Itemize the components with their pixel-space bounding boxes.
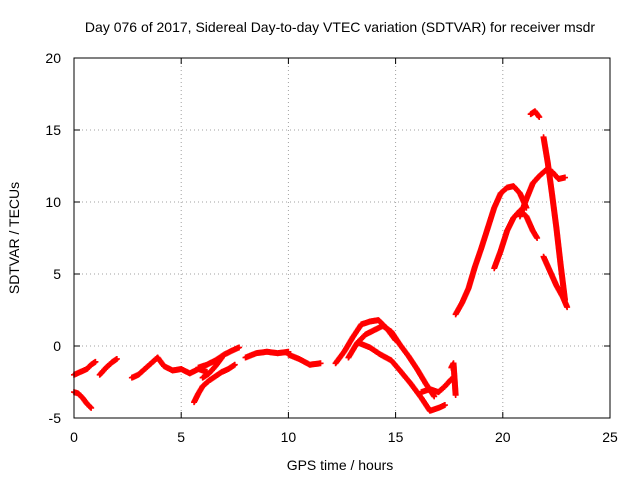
data-point: [88, 404, 95, 411]
x-tick-label: 0: [70, 429, 78, 445]
x-tick-label: 15: [388, 429, 404, 445]
data-point: [561, 174, 568, 181]
series-arc-17: [516, 167, 568, 220]
x-tick-label: 25: [602, 429, 618, 445]
series-arc-14: [448, 360, 459, 398]
series-arc-7: [199, 354, 225, 381]
series-arc-1: [71, 358, 99, 378]
data-point: [431, 393, 438, 400]
data-point: [452, 391, 459, 398]
x-tick-label: 5: [177, 429, 185, 445]
series-arc-6: [191, 361, 238, 406]
x-axis-label: GPS time / hours: [287, 457, 394, 473]
y-tick-label: 20: [45, 50, 61, 66]
data-points: [71, 108, 571, 414]
series-arc-8: [242, 348, 292, 361]
series-arc-4: [128, 354, 210, 381]
data-point: [564, 304, 571, 311]
series-arc-12: [356, 340, 448, 414]
series-arc-3: [96, 355, 120, 378]
series-arc-2: [71, 389, 95, 411]
series-arc-18: [527, 108, 543, 121]
series-arc-9: [285, 351, 324, 368]
data-point: [218, 354, 225, 361]
y-tick-label: 10: [45, 194, 61, 210]
series-arc-13: [418, 376, 455, 396]
data-point: [236, 344, 243, 351]
data-point: [317, 360, 324, 367]
series-arc-20: [540, 253, 571, 311]
data-point: [536, 114, 543, 121]
series-arc-16: [491, 207, 541, 272]
series-arc-15: [452, 183, 530, 318]
plot-frame: [73, 57, 611, 419]
x-tick-label: 20: [495, 429, 511, 445]
y-tick-label: 5: [53, 266, 61, 282]
y-tick-label: -5: [49, 410, 62, 426]
y-tick-label: 0: [53, 338, 61, 354]
data-point: [534, 235, 541, 241]
y-tick-labels: -5 0 5 10 15 20: [45, 50, 61, 426]
data-point: [113, 355, 120, 362]
series-arc-19: [540, 134, 568, 303]
data-point: [92, 358, 99, 365]
x-tick-label: 10: [281, 429, 297, 445]
y-tick-label: 15: [45, 122, 61, 138]
data-point: [441, 402, 448, 409]
chart-title: Day 076 of 2017, Sidereal Day-to-day VTE…: [85, 19, 595, 35]
tick-marks: [73, 57, 611, 419]
grid-lines: [74, 58, 610, 418]
x-tick-labels: 0 5 10 15 20 25: [70, 429, 618, 445]
data-point: [231, 361, 238, 368]
y-axis-label: SDTVAR / TECUs: [6, 182, 22, 294]
